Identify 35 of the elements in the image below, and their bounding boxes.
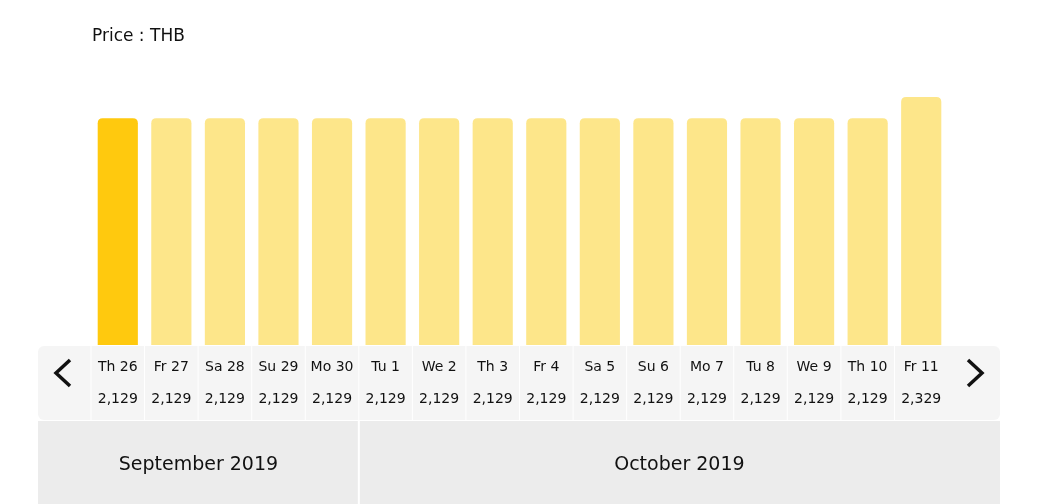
data-label: 2,129 xyxy=(311,390,353,406)
x-tick-label: Th 3 xyxy=(476,358,509,374)
data-label: 2,129 xyxy=(686,390,728,406)
data-label: 2,129 xyxy=(847,390,888,406)
text: September 2019 xyxy=(118,452,279,474)
data-label: 2,129 xyxy=(97,390,138,406)
x-tick-label: Sa 5 xyxy=(584,358,616,374)
x-tick-label: Su 29 xyxy=(258,358,299,374)
x-tick-label: We 9 xyxy=(796,358,832,374)
x-tick-label: Sa 28 xyxy=(205,358,245,374)
x-tick-label: Tu 8 xyxy=(745,358,775,374)
chart-title: Price : THB xyxy=(92,25,185,45)
data-label: 2,129 xyxy=(151,390,192,406)
x-tick-label: Mo 7 xyxy=(689,358,724,374)
data-label: 2,129 xyxy=(258,390,299,406)
x-tick-label: Tu 1 xyxy=(370,358,400,374)
data-label: 2,129 xyxy=(472,390,513,406)
text: October 2019 xyxy=(614,452,745,474)
data-label: 2,129 xyxy=(365,390,406,406)
data-label: 2,129 xyxy=(579,390,620,406)
data-label: 2,129 xyxy=(204,390,245,406)
x-tick-label: We 2 xyxy=(421,358,457,374)
x-tick-label: Fr 4 xyxy=(533,358,560,374)
x-tick-label: Th 26 xyxy=(96,358,138,374)
data-label: 2,129 xyxy=(526,390,567,406)
data-label: 2,129 xyxy=(740,390,781,406)
x-tick-label: Mo 30 xyxy=(310,358,354,374)
x-tick-label: Fr 27 xyxy=(153,358,189,374)
x-tick-label: Su 6 xyxy=(637,358,670,374)
x-tick-label: Fr 11 xyxy=(903,358,939,374)
data-label: 2,129 xyxy=(419,390,460,406)
data-label: 2,129 xyxy=(794,390,835,406)
x-tick-label: Th 10 xyxy=(846,358,888,374)
data-label: 2,329 xyxy=(901,390,942,406)
data-label: 2,129 xyxy=(633,390,674,406)
